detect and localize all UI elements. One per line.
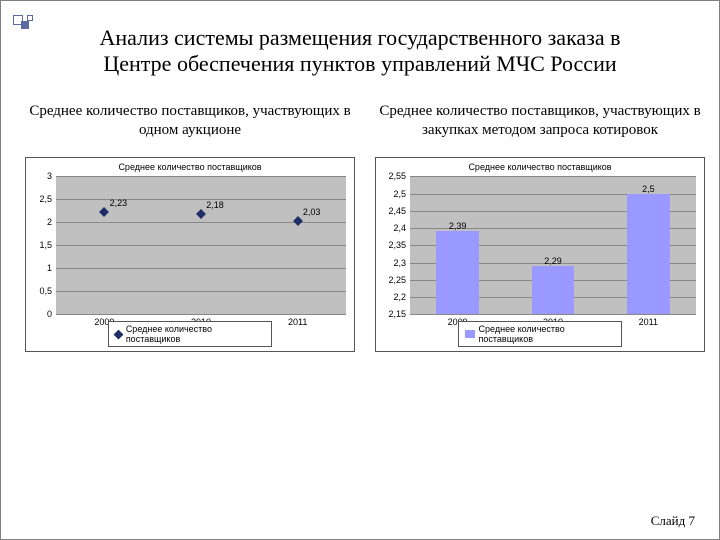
y-tick-label: 2,2 <box>393 292 410 302</box>
y-tick-label: 2,3 <box>393 258 410 268</box>
right-plot-area: 2,152,22,252,32,352,42,452,52,5520092,39… <box>410 176 696 314</box>
gridline <box>56 245 346 246</box>
y-tick-label: 2,35 <box>388 240 410 250</box>
diamond-icon <box>114 329 124 339</box>
left-chart-title: Среднее количество поставщиков <box>26 158 354 174</box>
bar-label: 2,29 <box>544 256 562 266</box>
y-tick-label: 2 <box>47 217 56 227</box>
y-tick-label: 2,15 <box>388 309 410 319</box>
slide: Анализ системы размещения государственно… <box>0 0 720 540</box>
gridline <box>56 222 346 223</box>
bar <box>627 194 670 315</box>
right-chart-title: Среднее количество поставщиков <box>376 158 704 174</box>
bar <box>532 266 575 314</box>
main-title: Анализ системы размещения государственно… <box>65 25 655 78</box>
gridline <box>410 176 696 177</box>
right-column: Среднее количество поставщиков, участвую… <box>375 102 705 353</box>
right-subtitle: Среднее количество поставщиков, участвую… <box>375 102 705 140</box>
y-tick-label: 0,5 <box>39 286 56 296</box>
data-point <box>99 207 109 217</box>
y-tick-label: 0 <box>47 309 56 319</box>
square-icon <box>465 330 475 338</box>
y-tick-label: 3 <box>47 171 56 181</box>
bar <box>436 231 479 314</box>
left-legend-label: Среднее количество поставщиков <box>126 324 265 344</box>
left-plot-area: 00,511,522,5320092,2320102,1820112,03 <box>56 176 346 314</box>
data-label: 2,03 <box>303 207 321 217</box>
gridline <box>56 268 346 269</box>
x-tick-label: 2011 <box>639 314 658 327</box>
y-tick-label: 2,5 <box>39 194 56 204</box>
y-tick-label: 2,5 <box>393 189 410 199</box>
y-tick-label: 2,25 <box>388 275 410 285</box>
x-tick-label: 2011 <box>288 314 307 327</box>
left-chart: Среднее количество поставщиков 00,511,52… <box>25 157 355 352</box>
y-tick-label: 2,45 <box>388 206 410 216</box>
columns: Среднее количество поставщиков, участвую… <box>25 102 695 353</box>
gridline <box>56 199 346 200</box>
gridline <box>56 176 346 177</box>
y-tick-label: 2,4 <box>393 223 410 233</box>
right-chart: Среднее количество поставщиков 2,152,22,… <box>375 157 705 352</box>
footer-slide-number: Слайд 7 <box>651 513 695 529</box>
left-subtitle: Среднее количество поставщиков, участвую… <box>25 102 355 140</box>
right-legend-label: Среднее количество поставщиков <box>479 324 615 344</box>
left-legend: Среднее количество поставщиков <box>108 321 272 347</box>
bar-label: 2,5 <box>642 184 655 194</box>
data-label: 2,18 <box>206 200 224 210</box>
left-column: Среднее количество поставщиков, участвую… <box>25 102 355 353</box>
gridline <box>56 291 346 292</box>
bar-label: 2,39 <box>449 221 467 231</box>
right-legend: Среднее количество поставщиков <box>458 321 622 347</box>
data-point <box>293 216 303 226</box>
y-tick-label: 1,5 <box>39 240 56 250</box>
y-tick-label: 1 <box>47 263 56 273</box>
data-point <box>196 209 206 219</box>
corner-decoration <box>13 15 41 35</box>
data-label: 2,23 <box>110 198 128 208</box>
y-tick-label: 2,55 <box>388 171 410 181</box>
